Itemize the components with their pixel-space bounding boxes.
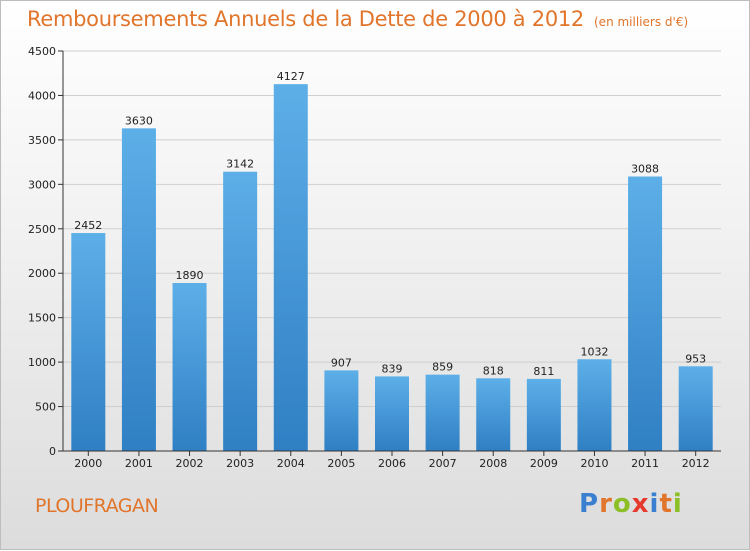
bar-value-label: 4127 [277, 70, 305, 83]
logo-letter: i [649, 489, 660, 519]
x-tick-label: 2001 [125, 457, 153, 470]
y-tick-label: 3000 [28, 178, 56, 191]
x-tick-label: 2007 [429, 457, 457, 470]
y-tick-label: 2000 [28, 267, 56, 280]
x-tick-label: 2003 [226, 457, 254, 470]
proxiti-logo: Proxiti [579, 489, 683, 519]
bar-value-label: 818 [483, 364, 504, 377]
x-tick-label: 2000 [74, 457, 102, 470]
bar-value-label: 3142 [226, 158, 254, 171]
bar [324, 370, 359, 451]
y-tick-label: 0 [49, 445, 56, 458]
y-tick-label: 500 [35, 401, 56, 414]
bar [172, 283, 207, 451]
logo-letter: t [659, 489, 673, 519]
y-tick-label: 4000 [28, 89, 56, 102]
bar-value-label: 859 [432, 361, 453, 374]
bar [628, 176, 663, 451]
bar-value-label: 1032 [580, 345, 608, 358]
bar [121, 128, 156, 451]
logo-letter: o [612, 489, 632, 519]
bar [526, 378, 561, 451]
x-tick-label: 2005 [327, 457, 355, 470]
chart-title-text: Remboursements Annuels de la Dette de 20… [27, 7, 584, 31]
logo-letter: x [631, 489, 650, 519]
y-tick-label: 4500 [28, 45, 56, 58]
bar-value-label: 839 [382, 362, 403, 375]
bar-value-label: 1890 [176, 269, 204, 282]
y-tick-label: 2500 [28, 223, 56, 236]
commune-name: PLOUFRAGAN [35, 495, 159, 517]
bar [273, 84, 308, 452]
bar [71, 233, 106, 451]
bar [577, 359, 612, 451]
logo-letter: P [579, 489, 600, 519]
logo-letter: r [599, 489, 613, 519]
x-tick-label: 2012 [682, 457, 710, 470]
bar-value-label: 3088 [631, 163, 659, 176]
bar [476, 378, 511, 451]
chart-title: Remboursements Annuels de la Dette de 20… [27, 7, 688, 31]
bar [223, 171, 258, 451]
y-tick-label: 3500 [28, 134, 56, 147]
bar-value-label: 907 [331, 356, 352, 369]
x-tick-label: 2006 [378, 457, 406, 470]
x-tick-label: 2009 [530, 457, 558, 470]
y-tick-label: 1500 [28, 312, 56, 325]
x-tick-label: 2010 [580, 457, 608, 470]
x-tick-label: 2011 [631, 457, 659, 470]
x-tick-label: 2004 [277, 457, 305, 470]
y-tick-label: 1000 [28, 356, 56, 369]
bar-value-label: 953 [685, 352, 706, 365]
bar [678, 366, 713, 451]
bar [375, 376, 409, 451]
x-tick-label: 2008 [479, 457, 507, 470]
bar-value-label: 2452 [74, 219, 102, 232]
chart-subtitle: (en milliers d'€) [594, 15, 689, 29]
bar-value-label: 811 [533, 365, 554, 378]
bar [425, 374, 460, 451]
x-tick-label: 2002 [176, 457, 204, 470]
logo-letter: i [672, 489, 683, 519]
bar-value-label: 3630 [125, 114, 153, 127]
